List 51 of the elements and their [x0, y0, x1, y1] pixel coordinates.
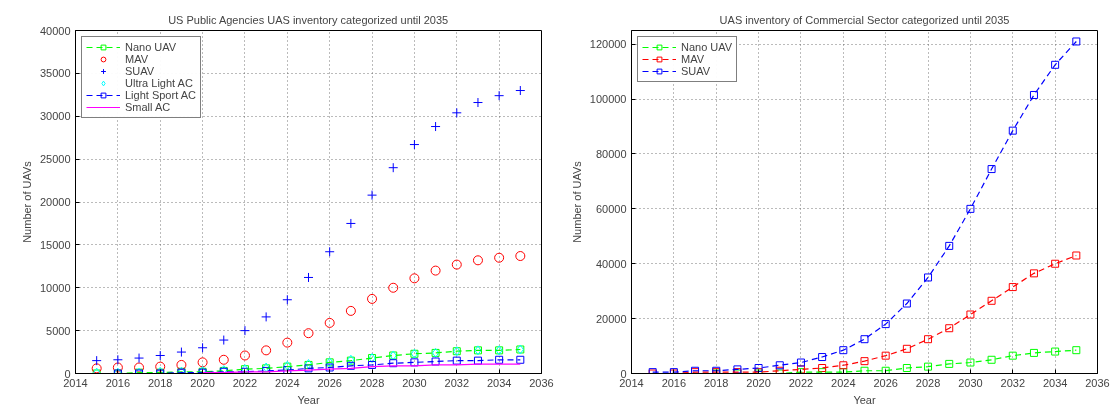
y-tick-label: 60000 — [595, 202, 627, 215]
x-tick-label: 2020 — [190, 376, 215, 389]
x-tick-label: 2034 — [1042, 376, 1068, 389]
x-tick-label: 2036 — [1085, 376, 1110, 389]
x-axis-title: Year — [297, 393, 320, 406]
x-tick-label: 2016 — [661, 376, 687, 389]
x-tick-label: 2016 — [105, 376, 131, 389]
x-tick-label: 2024 — [275, 376, 300, 389]
legend-label: Small AC — [125, 101, 171, 113]
y-tick-label: 40000 — [39, 24, 71, 37]
y-tick-label: 120000 — [589, 38, 627, 51]
y-tick-label: 30000 — [39, 110, 71, 123]
legend-label: SUAV — [681, 65, 711, 77]
legend-label: Nano UAV — [125, 41, 177, 53]
x-tick-label: 2024 — [831, 376, 856, 389]
y-tick-label: 80000 — [595, 147, 627, 160]
y-tick-label: 10000 — [39, 281, 71, 294]
x-tick-label: 2032 — [444, 376, 470, 389]
chart-title: UAS inventory of Commercial Sector categorized until 2035 — [719, 13, 1010, 26]
legend-label: MAV — [681, 53, 705, 65]
y-tick-label: 40000 — [595, 257, 627, 270]
x-tick-label: 2034 — [486, 376, 512, 389]
x-axis-title: Year — [853, 393, 876, 406]
x-tick-label: 2036 — [529, 376, 554, 389]
x-tick-label: 2018 — [147, 376, 173, 389]
y-tick-label: 35000 — [39, 67, 71, 80]
x-tick-label: 2026 — [873, 376, 898, 389]
legend-label: Ultra Light AC — [125, 77, 193, 89]
x-tick-label: 2028 — [359, 376, 385, 389]
y-tick-label: 100000 — [589, 93, 627, 106]
x-tick-label: 2030 — [958, 376, 983, 389]
x-tick-label: 2022 — [788, 376, 814, 389]
y-tick-label: 25000 — [39, 153, 71, 166]
x-tick-label: 2030 — [402, 376, 427, 389]
legend-label: Light Sport AC — [125, 89, 196, 101]
legend-label: Nano UAV — [681, 41, 733, 53]
y-tick-label: 15000 — [39, 238, 71, 251]
legend-label: MAV — [125, 53, 149, 65]
y-tick-label: 5000 — [46, 324, 71, 337]
y-tick-label: 20000 — [39, 196, 71, 208]
legend-label: SUAV — [125, 65, 155, 77]
x-tick-label: 2020 — [746, 376, 771, 389]
y-axis-title: Number of UAVs — [20, 160, 33, 243]
y-tick-label: 20000 — [595, 312, 627, 325]
x-tick-label: 2026 — [317, 376, 342, 389]
y-axis-title: Number of UAVs — [570, 160, 583, 243]
x-tick-label: 2018 — [703, 376, 729, 389]
x-tick-label: 2028 — [915, 376, 941, 389]
x-tick-label: 2032 — [1000, 376, 1026, 389]
chart-title: US Public Agencies UAS inventory categorized until 2035 — [168, 13, 449, 26]
x-tick-label: 2022 — [232, 376, 258, 389]
